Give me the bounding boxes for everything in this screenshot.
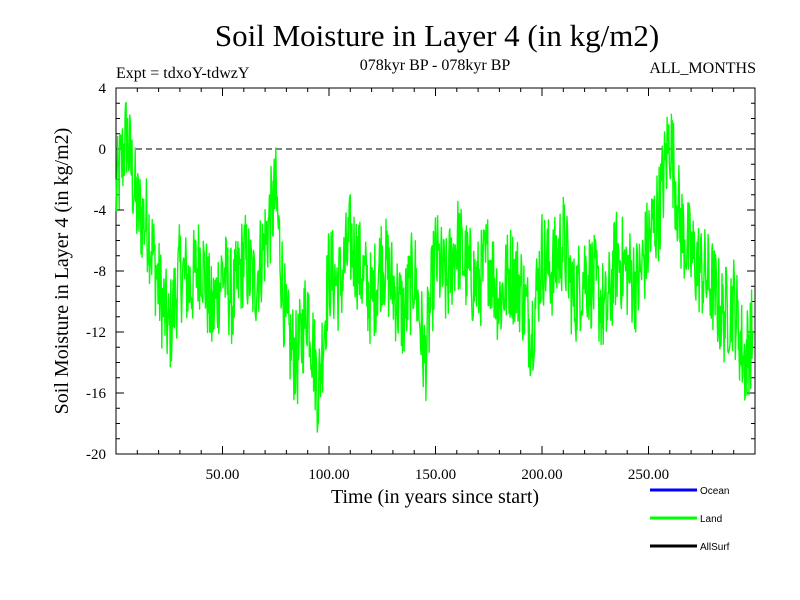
legend-label-allsurf: AllSurf [700, 542, 730, 553]
x-axis-label: Time (in years since start) [331, 486, 539, 508]
expt-label: Expt = tdxoY-tdwzY [116, 65, 250, 82]
x-tick-label: 200.00 [521, 467, 562, 483]
y-tick-label: -12 [86, 325, 106, 341]
x-tick-label: 150.00 [415, 467, 456, 483]
y-tick-label: 4 [99, 81, 107, 97]
legend: Ocean Land AllSurf [650, 486, 730, 553]
x-tick-label: 100.00 [308, 467, 349, 483]
chart-subtitle: 078kyr BP - 078kyr BP [360, 57, 511, 74]
y-tick-label: -16 [86, 386, 106, 402]
x-tick-label: 250.00 [628, 467, 669, 483]
y-tick-label: -4 [94, 203, 107, 219]
series-line-land [115, 101, 754, 433]
y-tick-label: 0 [99, 142, 107, 158]
months-label: ALL_MONTHS [649, 60, 756, 77]
y-tick-label: -8 [94, 264, 107, 280]
y-tick-label: -20 [86, 447, 106, 463]
x-tick-label: 50.00 [206, 467, 240, 483]
chart-title: Soil Moisture in Layer 4 (in kg/m2) [215, 18, 659, 53]
legend-label-land: Land [700, 514, 722, 525]
y-axis-label: Soil Moisture in Layer 4 (in kg/m2) [51, 128, 73, 415]
legend-label-ocean: Ocean [700, 486, 729, 497]
